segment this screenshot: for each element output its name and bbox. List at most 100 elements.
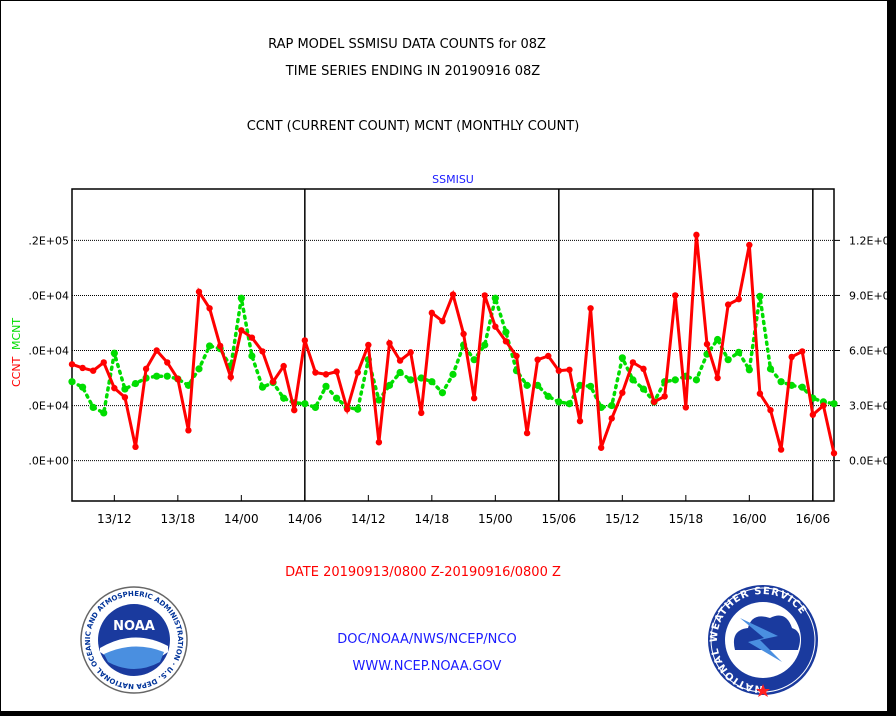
data-point-mcnt	[586, 382, 595, 390]
data-point-ccnt	[79, 364, 86, 372]
data-point-ccnt	[502, 338, 510, 345]
data-point-ccnt	[206, 305, 213, 312]
data-point-ccnt	[100, 359, 107, 366]
data-point-mcnt	[629, 376, 637, 384]
data-point-mcnt	[491, 294, 499, 302]
data-point-mcnt	[555, 398, 563, 406]
data-point-ccnt	[693, 231, 700, 239]
data-point-ccnt	[587, 305, 594, 312]
data-point-ccnt	[291, 406, 298, 414]
series-ccnt	[68, 231, 838, 457]
data-point-mcnt	[544, 392, 552, 400]
x-tick-label: 14/06	[288, 512, 323, 526]
data-point-mcnt	[618, 354, 626, 362]
data-point-ccnt	[322, 371, 330, 378]
data-point-ccnt	[301, 337, 309, 344]
agency-link[interactable]: DOC/NOAA/NWS/NCEP/NCO	[337, 632, 517, 647]
data-point-mcnt	[354, 405, 362, 413]
y-tick-label-right: 0.0E+0	[849, 455, 890, 468]
x-tick-label: 13/12	[97, 512, 132, 526]
data-point-ccnt	[746, 241, 753, 249]
data-point-ccnt	[682, 404, 690, 411]
data-point-mcnt	[248, 352, 256, 360]
data-point-mcnt	[322, 382, 330, 390]
data-point-mcnt	[396, 368, 404, 377]
data-point-mcnt	[777, 378, 785, 386]
data-point-mcnt	[502, 328, 510, 336]
data-point-ccnt	[735, 295, 742, 303]
data-point-mcnt	[237, 294, 245, 302]
y-axis-label-mcnt: MCNT	[10, 318, 23, 350]
data-point-ccnt	[661, 393, 668, 400]
x-tick-label: 14/18	[415, 512, 450, 526]
plot-frame	[71, 188, 835, 502]
data-point-ccnt	[576, 417, 584, 425]
website-link[interactable]: WWW.NCEP.NOAA.GOV	[352, 659, 502, 674]
y-tick-label-left: .0E+04	[28, 400, 69, 413]
x-tick-label: 15/18	[669, 512, 704, 526]
data-point-ccnt	[470, 395, 478, 402]
series-mcnt	[68, 291, 838, 417]
data-point-mcnt	[153, 372, 161, 380]
data-point-ccnt	[280, 362, 287, 370]
y-tick-label-left: .0E+04	[28, 289, 69, 302]
data-point-mcnt	[100, 409, 108, 417]
data-point-ccnt	[724, 301, 732, 308]
data-point-ccnt	[89, 367, 97, 374]
data-point-ccnt	[492, 323, 499, 330]
data-point-ccnt	[68, 361, 76, 368]
data-point-mcnt	[131, 379, 140, 388]
data-point-mcnt	[163, 372, 171, 380]
data-point-mcnt	[301, 400, 309, 408]
data-point-mcnt	[110, 349, 118, 357]
data-point-ccnt	[650, 398, 658, 406]
x-tick-label: 14/12	[351, 512, 386, 526]
data-point-mcnt	[385, 381, 394, 389]
data-point-ccnt	[629, 359, 637, 366]
x-tick-label: 15/12	[605, 512, 640, 526]
data-point-ccnt	[830, 450, 838, 457]
date-range-label: DATE 20190913/0800 Z-20190916/0800 Z	[285, 565, 561, 580]
data-point-mcnt	[417, 374, 425, 382]
data-point-mcnt	[671, 376, 679, 384]
data-point-mcnt	[438, 389, 447, 397]
data-point-ccnt	[259, 348, 266, 355]
data-point-ccnt	[767, 406, 774, 414]
data-point-ccnt	[365, 341, 372, 349]
data-point-ccnt	[407, 349, 414, 356]
data-point-mcnt	[428, 378, 436, 386]
data-point-ccnt	[153, 347, 160, 354]
data-point-ccnt	[799, 348, 806, 355]
chart-title: RAP MODEL SSMISU DATA COUNTS for 08Z	[268, 37, 546, 52]
data-point-ccnt	[333, 368, 340, 375]
x-tick-label: 14/00	[224, 512, 259, 526]
data-point-ccnt	[513, 352, 520, 360]
data-point-mcnt	[78, 383, 87, 391]
data-point-mcnt	[470, 356, 478, 364]
data-point-ccnt	[418, 409, 425, 417]
data-point-mcnt	[89, 403, 97, 411]
data-point-mcnt	[523, 381, 531, 389]
data-point-mcnt	[692, 376, 701, 384]
data-point-ccnt	[449, 291, 457, 298]
data-point-mcnt	[311, 403, 320, 411]
data-point-ccnt	[608, 415, 615, 422]
data-point-mcnt	[534, 381, 542, 389]
data-point-ccnt	[809, 411, 817, 418]
data-point-ccnt	[354, 369, 361, 376]
data-point-mcnt	[756, 292, 764, 300]
y-tick-label-left: .0E+00	[28, 455, 69, 468]
data-point-ccnt	[566, 366, 573, 373]
data-point-ccnt	[174, 375, 182, 383]
data-point-mcnt	[121, 385, 129, 393]
data-point-mcnt	[68, 378, 76, 386]
data-point-ccnt	[396, 357, 404, 364]
data-point-mcnt	[195, 365, 203, 373]
data-point-mcnt	[565, 400, 574, 408]
data-point-ccnt	[672, 292, 679, 299]
data-point-ccnt	[545, 352, 552, 360]
data-point-mcnt	[713, 335, 722, 344]
data-point-mcnt	[375, 396, 383, 404]
